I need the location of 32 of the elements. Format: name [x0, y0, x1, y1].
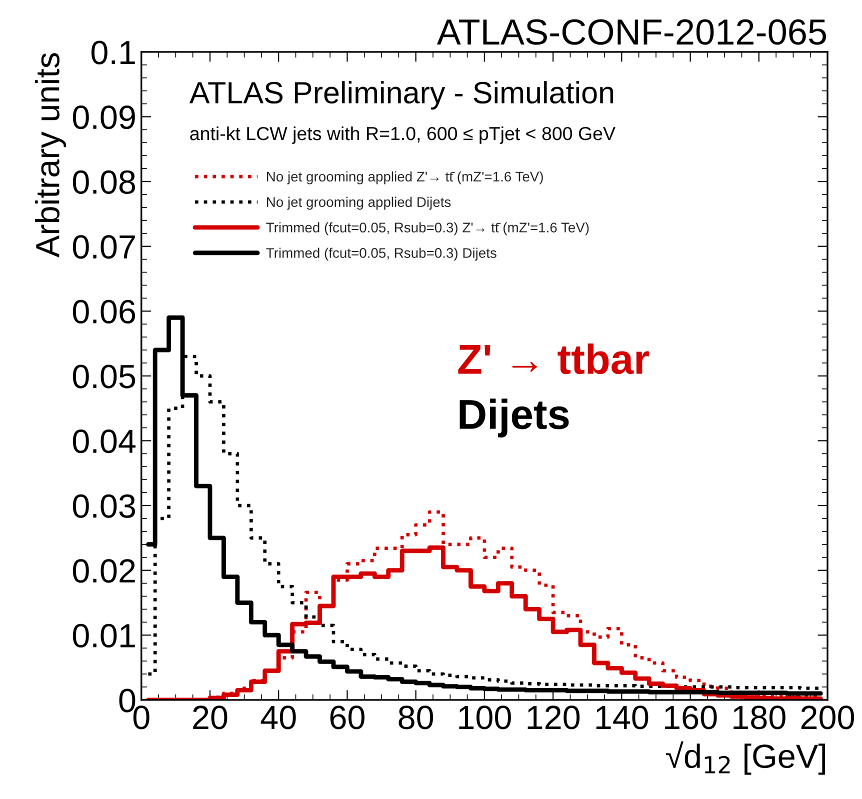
x-tick-label: 100 [459, 706, 511, 730]
legend-label: No jet grooming applied Z'→ tt̄ (mZ'=1.6 TeV) [267, 171, 543, 184]
annotation: ATLAS Preliminary - Simulation [189, 81, 614, 110]
y-tick-label: 0.06 [72, 300, 136, 324]
legend-label: No jet grooming applied Dijets [267, 196, 451, 210]
x-tick-label: 60 [330, 706, 364, 730]
legend-label: Trimmed (fcut=0.05, Rsub=0.3) Z'→ tt̄ (mZ'=1.6 TeV) [266, 222, 589, 236]
x-tick-label: 20 [193, 706, 228, 730]
x-tick-label: 40 [260, 706, 296, 730]
y-tick-label: 0.09 [72, 106, 135, 130]
y-axis-title: Arbitrary units [35, 53, 66, 258]
annotation: anti-kt LCW jets with R=1.0, 600 ≤ pTjet < 800 GeV [190, 126, 616, 144]
chart-title: ATLAS-CONF-2012-065 [436, 19, 826, 45]
x-tick-label: 140 [596, 706, 648, 730]
y-tick-label: 0.04 [72, 430, 136, 454]
annotation: Dijets [460, 398, 569, 438]
y-tick-label: 0.08 [72, 170, 136, 194]
y-tick-label: 0.1 [91, 40, 135, 64]
x-tick-label: 180 [734, 706, 786, 730]
annotation: Z' → ttbar [458, 344, 650, 374]
y-tick-label: 0.02 [72, 559, 135, 583]
x-axis-title: √d$_{12}$ [GeV] [666, 741, 826, 775]
x-tick-label: 200 [801, 706, 854, 730]
legend-label: Trimmed (fcut=0.05, Rsub=0.3) Dijets [266, 248, 496, 261]
x-tick-label: 80 [398, 706, 434, 730]
y-tick-label: 0 [119, 688, 136, 712]
y-tick-label: 0.05 [72, 364, 136, 388]
x-tick-label: 160 [665, 706, 717, 730]
y-tick-label: 0.01 [72, 624, 135, 648]
y-tick-label: 0.07 [72, 235, 135, 259]
x-tick-label: 120 [528, 706, 580, 730]
y-tick-label: 0.03 [72, 494, 136, 518]
